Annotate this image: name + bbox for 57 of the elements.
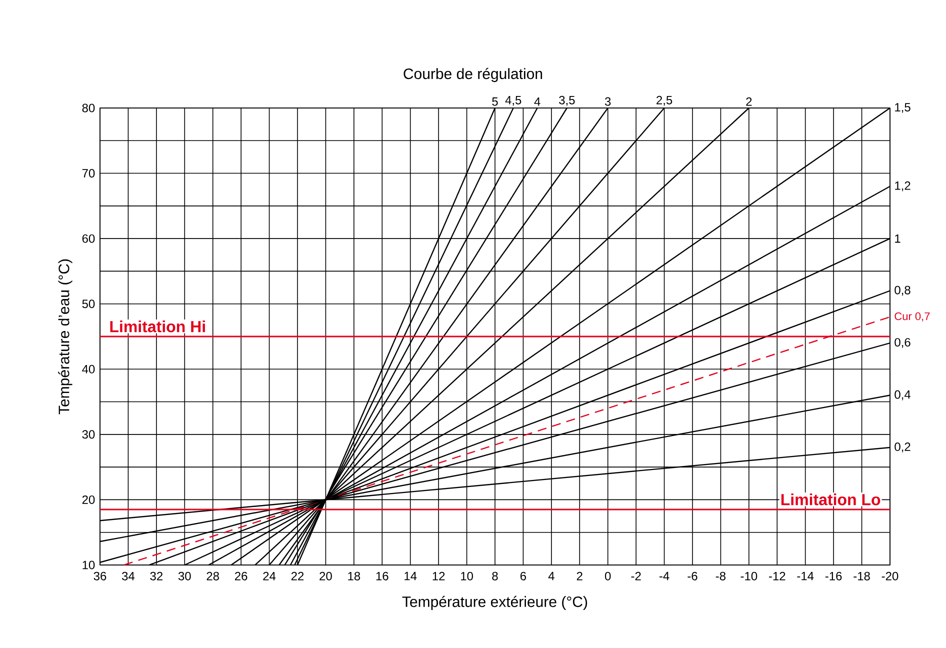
ref-line-label: Limitation Hi	[110, 320, 205, 332]
x-tick-label: 18	[348, 572, 360, 580]
series-label: 5	[492, 97, 498, 106]
x-tick-label: 24	[263, 572, 276, 580]
y-axis-title: Température d’eau (°C)	[58, 259, 72, 414]
series-label: 3,5	[559, 96, 575, 106]
series-label: Cur 0,7	[894, 312, 930, 322]
y-tick-label: 80	[82, 104, 95, 112]
series-label: 4	[534, 98, 540, 106]
x-tick-label: -2	[631, 572, 641, 580]
x-tick-label: 36	[94, 572, 106, 580]
series-label: 0,2	[894, 442, 910, 452]
chart-title: Courbe de régulation	[404, 68, 542, 82]
x-tick-label: 0	[604, 572, 611, 580]
series-label: 3	[604, 97, 611, 106]
y-tick-label: 30	[82, 430, 95, 439]
x-tick-label: 28	[206, 572, 219, 580]
y-tick-label: 10	[82, 560, 95, 570]
x-tick-label: 16	[376, 572, 388, 580]
x-tick-label: 14	[404, 572, 417, 580]
x-tick-label: -4	[659, 572, 670, 580]
series-label: 1,2	[895, 181, 910, 192]
x-tick-label: 8	[492, 572, 498, 580]
x-tick-label: -18	[854, 572, 870, 580]
x-tick-label: 22	[291, 572, 304, 580]
x-tick-label: 10	[461, 572, 473, 580]
series-label: 0,8	[894, 286, 910, 296]
series-label: 1	[895, 234, 900, 243]
x-tick-label: 4	[548, 572, 554, 580]
x-tick-label: 20	[320, 572, 332, 580]
series-label: 0,6	[894, 338, 910, 348]
series-label: 0,4	[894, 390, 911, 400]
series-label: 2,5	[656, 96, 672, 106]
x-tick-label: 12	[432, 572, 445, 580]
y-tick-label: 60	[82, 234, 95, 243]
x-tick-label: -14	[797, 572, 814, 580]
x-tick-label: -12	[768, 572, 786, 580]
y-tick-label: 20	[82, 495, 95, 504]
x-tick-label: -16	[825, 572, 842, 580]
x-tick-label: 30	[178, 572, 191, 580]
x-tick-label: -10	[740, 572, 758, 580]
y-tick-label: 40	[82, 364, 95, 374]
series-label: 2	[746, 97, 752, 106]
x-tick-label: -20	[882, 572, 898, 580]
x-tick-label: -6	[688, 572, 698, 580]
x-tick-label: 26	[234, 572, 248, 580]
series-label: 1,5	[895, 103, 910, 113]
y-tick-label: 70	[82, 169, 95, 178]
x-tick-label: 6	[520, 572, 526, 580]
ref-line-label: Limitation Lo	[781, 494, 880, 506]
x-tick-label: 2	[576, 572, 582, 580]
x-tick-label: 32	[150, 572, 162, 580]
y-tick-label: 50	[82, 300, 95, 308]
x-axis-title: Température extérieure (°C)	[402, 596, 588, 610]
x-tick-label: 34	[122, 572, 135, 580]
x-tick-label: -8	[716, 572, 726, 580]
series-label: 4,5	[505, 96, 522, 106]
